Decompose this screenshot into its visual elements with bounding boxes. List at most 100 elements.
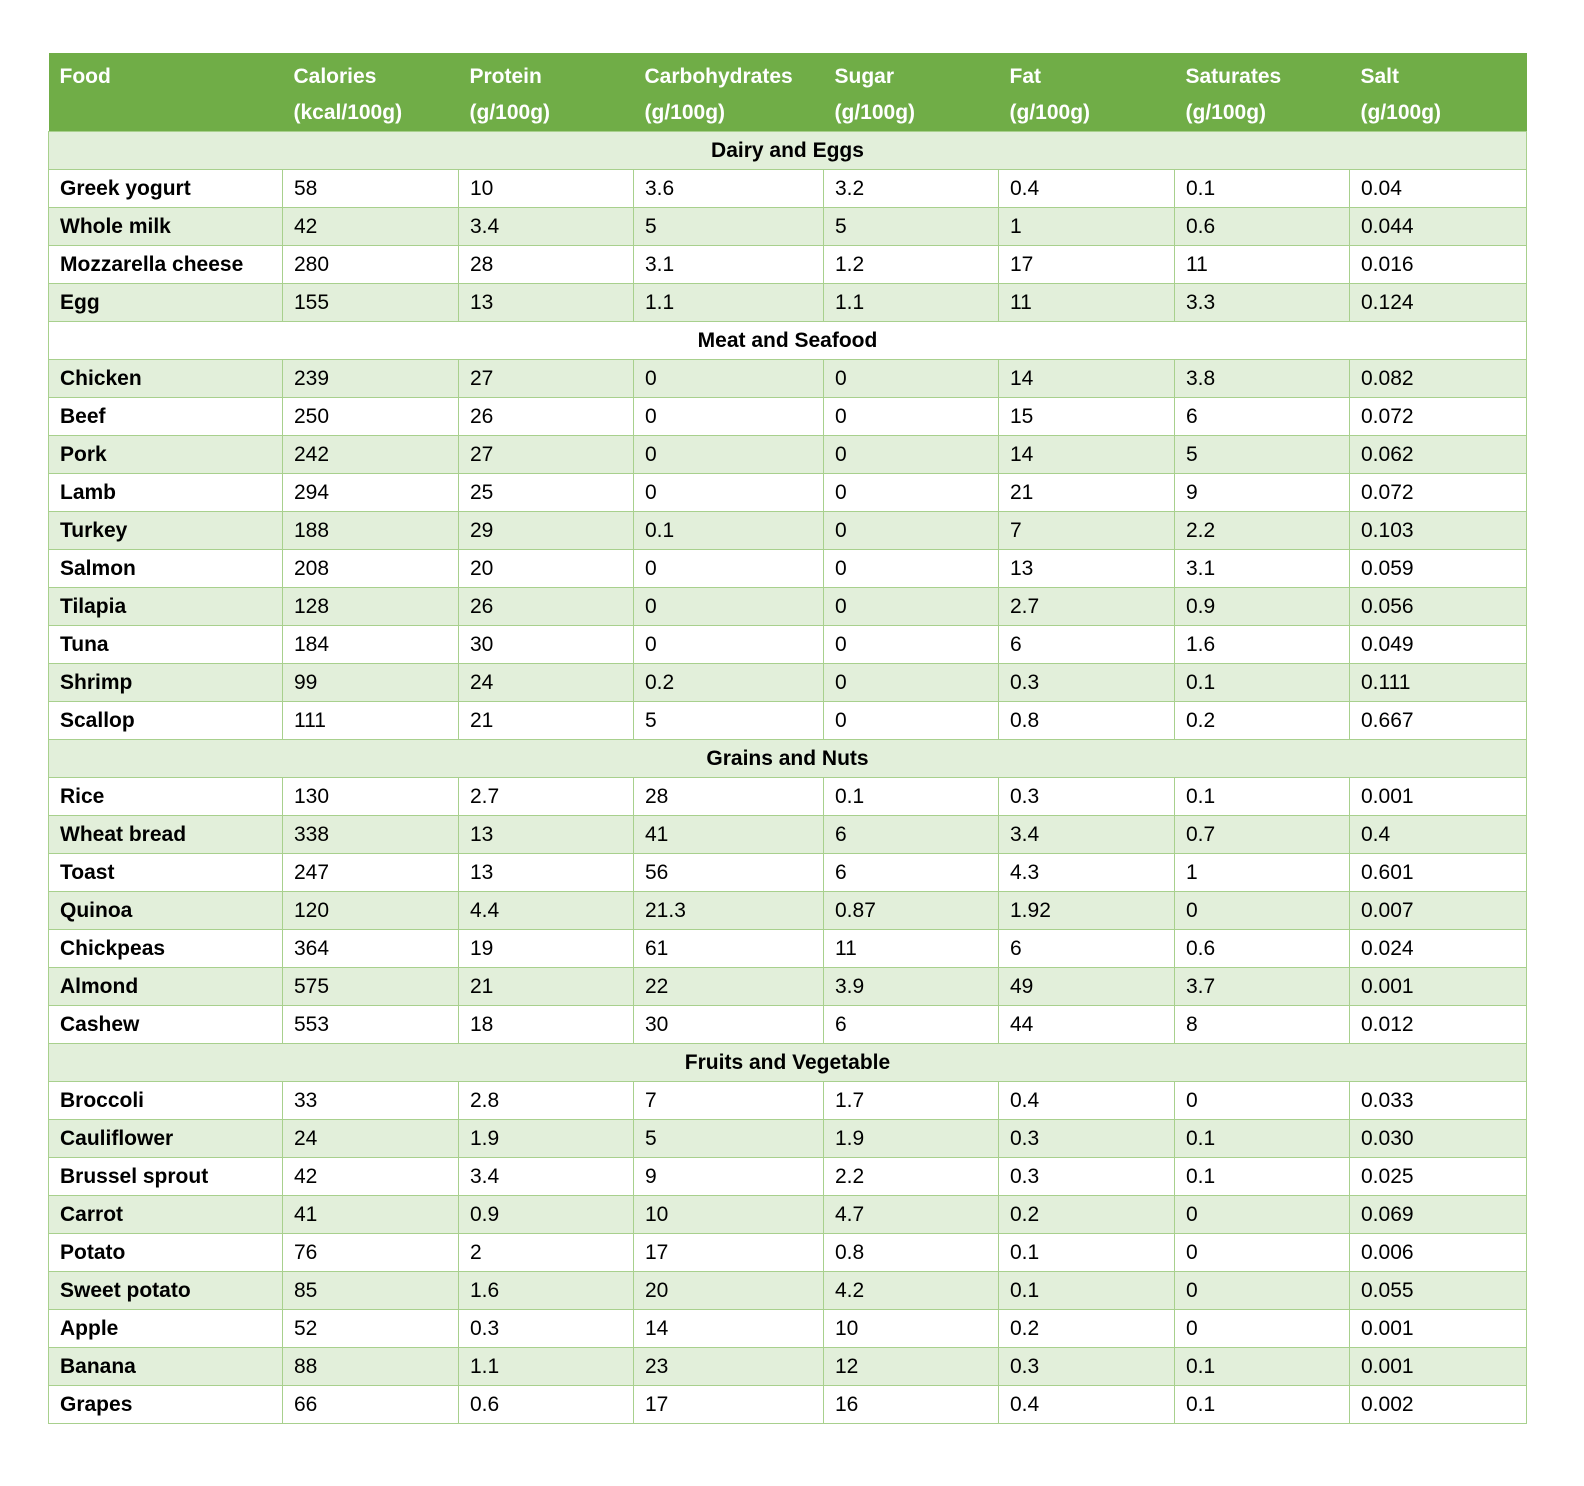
value-cell-fat: 49 xyxy=(998,967,1175,1006)
food-name-cell: Tuna xyxy=(48,625,283,664)
value-cell-calories: 155 xyxy=(282,283,459,322)
table-row: Beef 250 26 0 0 15 6 0.072 xyxy=(48,397,1527,436)
value-cell-sugar: 0.8 xyxy=(823,1233,999,1272)
value-cell-salt: 0.072 xyxy=(1349,473,1527,512)
value-cell-salt: 0.016 xyxy=(1349,245,1527,284)
value-cell-saturates: 0.1 xyxy=(1174,1385,1350,1424)
value-cell-carbohydrates: 23 xyxy=(633,1347,824,1386)
value-cell-carbohydrates: 9 xyxy=(633,1157,824,1196)
value-cell-fat: 0.2 xyxy=(998,1195,1175,1234)
column-header-fat: Fat (g/100g) xyxy=(998,53,1175,132)
food-name-cell: Chickpeas xyxy=(48,929,283,968)
value-cell-protein: 2 xyxy=(458,1233,634,1272)
table-row: Quinoa 120 4.4 21.3 0.87 1.92 0 0.007 xyxy=(48,891,1527,930)
table-row: Shrimp 99 24 0.2 0 0.3 0.1 0.111 xyxy=(48,663,1527,702)
value-cell-carbohydrates: 5 xyxy=(633,207,824,246)
value-cell-protein: 24 xyxy=(458,663,634,702)
value-cell-calories: 58 xyxy=(282,169,459,208)
food-name-cell: Toast xyxy=(48,853,283,892)
value-cell-saturates: 0.6 xyxy=(1174,929,1350,968)
column-header-label: Sugar xyxy=(834,65,895,88)
value-cell-saturates: 1 xyxy=(1174,853,1350,892)
value-cell-fat: 0.3 xyxy=(998,1119,1175,1158)
value-cell-calories: 338 xyxy=(282,815,459,854)
value-cell-protein: 21 xyxy=(458,701,634,740)
value-cell-calories: 364 xyxy=(282,929,459,968)
value-cell-calories: 24 xyxy=(282,1119,459,1158)
value-cell-protein: 20 xyxy=(458,549,634,588)
value-cell-carbohydrates: 0 xyxy=(633,625,824,664)
value-cell-fat: 0.3 xyxy=(998,663,1175,702)
value-cell-calories: 76 xyxy=(282,1233,459,1272)
value-cell-salt: 0.007 xyxy=(1349,891,1527,930)
value-cell-carbohydrates: 10 xyxy=(633,1195,824,1234)
food-name-cell: Whole milk xyxy=(48,207,283,246)
value-cell-calories: 247 xyxy=(282,853,459,892)
value-cell-protein: 0.9 xyxy=(458,1195,634,1234)
table-row: Greek yogurt 58 10 3.6 3.2 0.4 0.1 0.04 xyxy=(48,169,1527,208)
value-cell-saturates: 0.1 xyxy=(1174,169,1350,208)
value-cell-saturates: 0.1 xyxy=(1174,1347,1350,1386)
value-cell-calories: 575 xyxy=(282,967,459,1006)
value-cell-fat: 1 xyxy=(998,207,1175,246)
table-row: Whole milk 42 3.4 5 5 1 0.6 0.044 xyxy=(48,207,1527,246)
column-header-unit: (g/100g) xyxy=(469,101,551,124)
value-cell-protein: 0.3 xyxy=(458,1309,634,1348)
value-cell-saturates: 0 xyxy=(1174,1195,1350,1234)
value-cell-sugar: 11 xyxy=(823,929,999,968)
value-cell-sugar: 0 xyxy=(823,435,999,474)
table-row: Egg 155 13 1.1 1.1 11 3.3 0.124 xyxy=(48,283,1527,322)
food-name-cell: Almond xyxy=(48,967,283,1006)
value-cell-calories: 52 xyxy=(282,1309,459,1348)
value-cell-saturates: 0.7 xyxy=(1174,815,1350,854)
table-header: Food Calories (kcal/100g) Protein (g/100g) Ca… xyxy=(48,53,1527,132)
value-cell-carbohydrates: 0 xyxy=(633,435,824,474)
category-title: Grains and Nuts xyxy=(48,739,1527,778)
food-name-cell: Brussel sprout xyxy=(48,1157,283,1196)
value-cell-sugar: 1.9 xyxy=(823,1119,999,1158)
value-cell-protein: 0.6 xyxy=(458,1385,634,1424)
value-cell-carbohydrates: 14 xyxy=(633,1309,824,1348)
value-cell-carbohydrates: 17 xyxy=(633,1385,824,1424)
column-header-label: Fat xyxy=(1009,65,1042,88)
food-name-cell: Wheat bread xyxy=(48,815,283,854)
value-cell-carbohydrates: 41 xyxy=(633,815,824,854)
value-cell-carbohydrates: 5 xyxy=(633,1119,824,1158)
column-header-label: Food xyxy=(59,65,111,88)
value-cell-salt: 0.049 xyxy=(1349,625,1527,664)
value-cell-calories: 99 xyxy=(282,663,459,702)
food-name-cell: Pork xyxy=(48,435,283,474)
value-cell-fat: 14 xyxy=(998,435,1175,474)
value-cell-protein: 19 xyxy=(458,929,634,968)
table-row: Lamb 294 25 0 0 21 9 0.072 xyxy=(48,473,1527,512)
table-row: Tuna 184 30 0 0 6 1.6 0.049 xyxy=(48,625,1527,664)
value-cell-sugar: 16 xyxy=(823,1385,999,1424)
value-cell-sugar: 6 xyxy=(823,1005,999,1044)
column-header-protein: Protein (g/100g) xyxy=(458,53,634,132)
value-cell-calories: 188 xyxy=(282,511,459,550)
table-row: Wheat bread 338 13 41 6 3.4 0.7 0.4 xyxy=(48,815,1527,854)
value-cell-protein: 2.7 xyxy=(458,777,634,816)
value-cell-sugar: 6 xyxy=(823,815,999,854)
value-cell-carbohydrates: 7 xyxy=(633,1081,824,1120)
food-name-cell: Mozzarella cheese xyxy=(48,245,283,284)
table-row: Carrot 41 0.9 10 4.7 0.2 0 0.069 xyxy=(48,1195,1527,1234)
value-cell-fat: 0.3 xyxy=(998,1157,1175,1196)
value-cell-saturates: 2.2 xyxy=(1174,511,1350,550)
value-cell-calories: 42 xyxy=(282,1157,459,1196)
value-cell-fat: 0.3 xyxy=(998,1347,1175,1386)
value-cell-calories: 120 xyxy=(282,891,459,930)
value-cell-salt: 0.006 xyxy=(1349,1233,1527,1272)
value-cell-salt: 0.025 xyxy=(1349,1157,1527,1196)
table-row: Brussel sprout 42 3.4 9 2.2 0.3 0.1 0.025 xyxy=(48,1157,1527,1196)
value-cell-carbohydrates: 17 xyxy=(633,1233,824,1272)
value-cell-carbohydrates: 0 xyxy=(633,587,824,626)
table-row: Almond 575 21 22 3.9 49 3.7 0.001 xyxy=(48,967,1527,1006)
value-cell-protein: 2.8 xyxy=(458,1081,634,1120)
value-cell-calories: 250 xyxy=(282,397,459,436)
value-cell-calories: 33 xyxy=(282,1081,459,1120)
value-cell-protein: 1.6 xyxy=(458,1271,634,1310)
value-cell-carbohydrates: 28 xyxy=(633,777,824,816)
value-cell-saturates: 0.2 xyxy=(1174,701,1350,740)
value-cell-sugar: 0 xyxy=(823,473,999,512)
